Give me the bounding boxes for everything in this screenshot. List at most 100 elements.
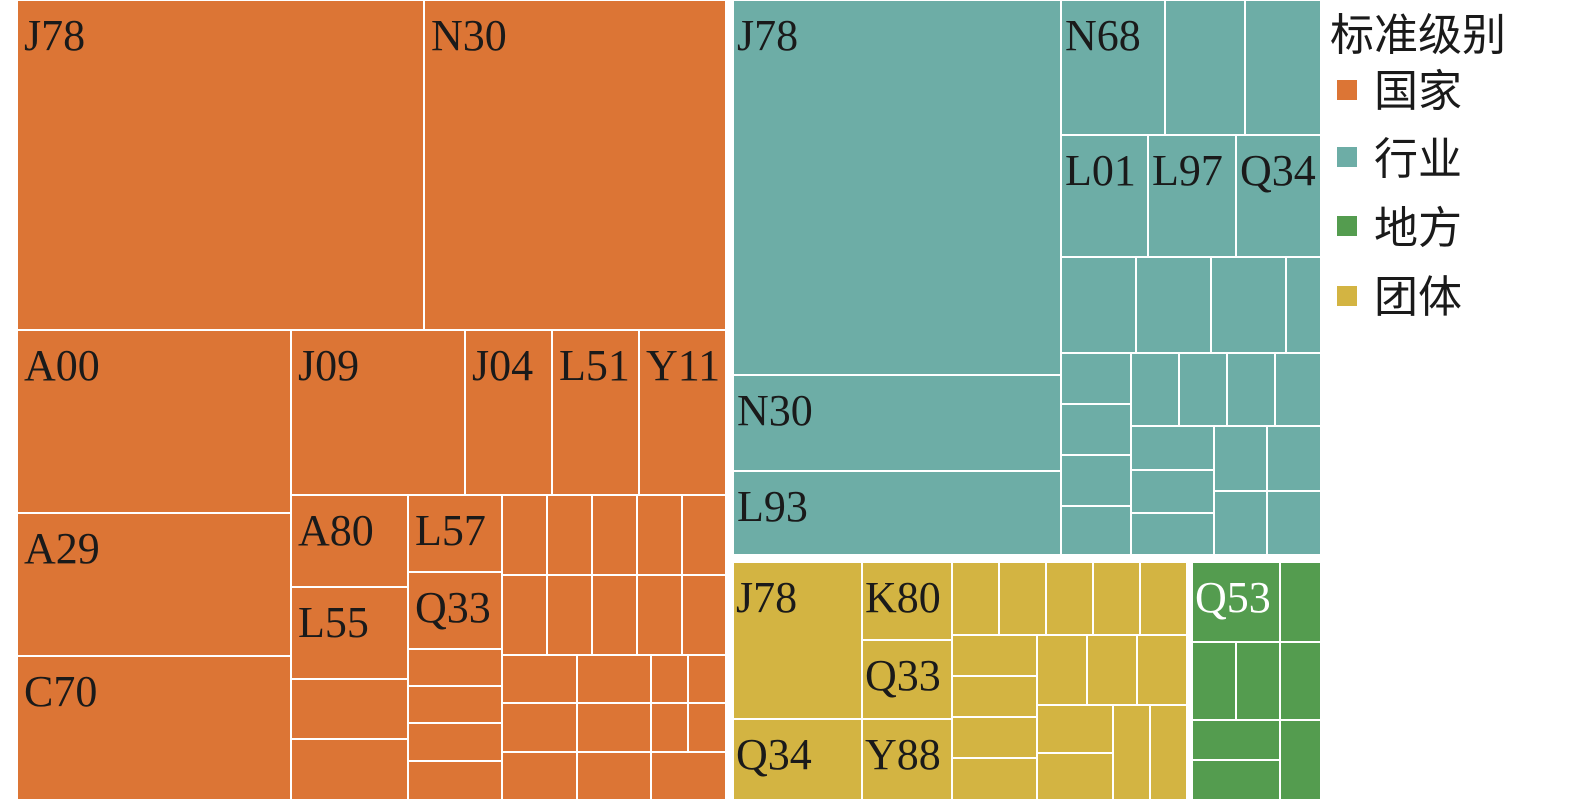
treemap-cell-group-q33 bbox=[861, 639, 953, 720]
treemap-cell-national-15 bbox=[591, 494, 638, 576]
treemap-cell-local-3 bbox=[1235, 641, 1281, 721]
treemap-cell-national-l57 bbox=[407, 494, 503, 573]
treemap-cell-national-28 bbox=[407, 760, 503, 801]
cell-label-industry-l93: L93 bbox=[737, 482, 808, 531]
treemap-cell-local-5 bbox=[1191, 719, 1281, 761]
cell-label-group-q34: Q34 bbox=[736, 730, 812, 779]
treemap-cell-national-a80 bbox=[290, 494, 409, 588]
treemap-cell-industry-20 bbox=[1274, 352, 1322, 427]
treemap-cell-local-2 bbox=[1191, 641, 1237, 721]
treemap-cell-industry-13 bbox=[1060, 352, 1132, 405]
treemap-cell-group-10 bbox=[951, 634, 1038, 677]
treemap-cell-group-14 bbox=[1036, 634, 1088, 706]
treemap-cell-group-12 bbox=[951, 716, 1038, 759]
treemap-cell-local-6 bbox=[1191, 759, 1281, 801]
legend-label-group: 团体 bbox=[1374, 272, 1462, 323]
treemap-cell-national-33 bbox=[501, 702, 578, 753]
cell-label-industry-l01: L01 bbox=[1065, 146, 1136, 195]
treemap-cell-group-q34 bbox=[732, 718, 863, 801]
treemap-cell-industry-9 bbox=[1060, 256, 1137, 354]
cell-label-national-n30: N30 bbox=[431, 11, 507, 60]
group-group: J78 K80 Q33 Q34 Y88 bbox=[732, 561, 1188, 801]
cell-label-national-l57: L57 bbox=[415, 506, 486, 555]
treemap-cell-industry-q34 bbox=[1235, 134, 1322, 258]
group-local: Q53 bbox=[1191, 561, 1322, 801]
treemap-cell-local-1 bbox=[1279, 561, 1322, 643]
treemap-cell-group-18 bbox=[1036, 752, 1114, 801]
treemap-cell-industry-l97 bbox=[1147, 134, 1237, 258]
cell-label-national-j09: J09 bbox=[298, 341, 359, 390]
treemap-cell-national-19 bbox=[546, 574, 593, 656]
treemap-cell-national-20 bbox=[591, 574, 638, 656]
treemap-cell-national-37 bbox=[501, 751, 578, 801]
treemap-cell-group-11 bbox=[951, 675, 1038, 718]
treemap-cell-industry-15 bbox=[1060, 454, 1132, 507]
group-industry: J78 N68 L01 L97 Q34 N30 L93 bbox=[732, 0, 1322, 556]
treemap-cell-group-k80 bbox=[861, 561, 953, 641]
treemap-cell-industry-23 bbox=[1130, 512, 1215, 556]
treemap-cell-industry-11 bbox=[1210, 256, 1287, 354]
cell-label-national-j78: J78 bbox=[24, 11, 85, 60]
legend-swatch-national bbox=[1337, 80, 1357, 100]
treemap-cell-industry-26 bbox=[1213, 490, 1268, 556]
treemap-cell-national-36 bbox=[687, 702, 727, 753]
treemap-cell-group-9 bbox=[1139, 561, 1188, 636]
cell-label-national-c70: C70 bbox=[24, 667, 97, 716]
treemap-cell-group-13 bbox=[951, 757, 1038, 801]
cell-label-national-a00: A00 bbox=[24, 341, 100, 390]
treemap-cell-local-4 bbox=[1279, 641, 1322, 721]
treemap-cell-national-q33 bbox=[407, 571, 503, 650]
treemap-cell-national-26 bbox=[407, 685, 503, 724]
treemap-cell-industry-17 bbox=[1130, 352, 1180, 427]
cell-label-national-l55: L55 bbox=[298, 598, 369, 647]
treemap-cell-industry-l93 bbox=[732, 470, 1062, 556]
cell-label-national-j04: J04 bbox=[472, 341, 533, 390]
treemap-cell-national-23 bbox=[290, 678, 409, 740]
treemap-cell-national-j78 bbox=[16, 0, 425, 331]
treemap-cell-group-17 bbox=[1036, 704, 1114, 754]
treemap-cell-industry-2 bbox=[1164, 0, 1246, 136]
legend-title: 标准级别 bbox=[1330, 10, 1506, 61]
treemap-cell-industry-25 bbox=[1266, 425, 1322, 492]
legend-swatch-industry bbox=[1337, 147, 1357, 167]
treemap-cell-national-j09 bbox=[290, 329, 466, 496]
treemap-cell-national-31 bbox=[650, 654, 689, 704]
treemap-cell-industry-14 bbox=[1060, 403, 1132, 456]
treemap-cell-national-a29 bbox=[16, 512, 292, 657]
cell-label-group-y88: Y88 bbox=[865, 730, 941, 779]
cell-label-national-l51: L51 bbox=[559, 341, 630, 390]
cell-label-industry-q34: Q34 bbox=[1240, 146, 1316, 195]
treemap-cell-industry-18 bbox=[1178, 352, 1228, 427]
treemap-cell-group-15 bbox=[1086, 634, 1138, 706]
treemap-cell-national-24 bbox=[290, 738, 409, 801]
cell-label-national-y11: Y11 bbox=[646, 341, 720, 390]
treemap-cell-group-16 bbox=[1136, 634, 1188, 706]
cell-label-industry-n30: N30 bbox=[737, 386, 813, 435]
treemap-cell-national-27 bbox=[407, 722, 503, 762]
treemap-cell-industry-12 bbox=[1285, 256, 1322, 354]
cell-label-local-q53: Q53 bbox=[1195, 573, 1271, 622]
cell-label-group-k80: K80 bbox=[865, 573, 941, 622]
cell-label-group-q33: Q33 bbox=[865, 651, 941, 700]
legend-label-national: 国家 bbox=[1374, 66, 1462, 117]
legend: 标准级别 国家 行业 地方 团体 bbox=[1330, 10, 1506, 323]
cell-label-group-j78: J78 bbox=[736, 573, 797, 622]
cell-label-national-a80: A80 bbox=[298, 506, 374, 555]
group-national: J78 N30 A00 J09 J04 L51 Y11 A29 A80 L57 C70 L55 Q33 bbox=[16, 0, 727, 801]
cell-label-national-q33: Q33 bbox=[415, 583, 491, 632]
treemap-cell-national-34 bbox=[576, 702, 652, 753]
treemap-cell-national-21 bbox=[636, 574, 683, 656]
treemap-cell-national-25 bbox=[407, 648, 503, 687]
treemap-cell-local-q53 bbox=[1191, 561, 1281, 643]
treemap-cell-national-n30 bbox=[423, 0, 727, 331]
treemap-cell-group-20 bbox=[1149, 704, 1188, 801]
legend-label-local: 地方 bbox=[1374, 203, 1462, 254]
treemap-cell-group-j78 bbox=[732, 561, 863, 720]
treemap-cell-industry-j78 bbox=[732, 0, 1062, 376]
treemap-cell-group-7 bbox=[1045, 561, 1094, 636]
treemap-cell-national-c70 bbox=[16, 655, 292, 801]
treemap-cell-local-7 bbox=[1279, 719, 1322, 801]
legend-swatch-group bbox=[1337, 286, 1357, 306]
